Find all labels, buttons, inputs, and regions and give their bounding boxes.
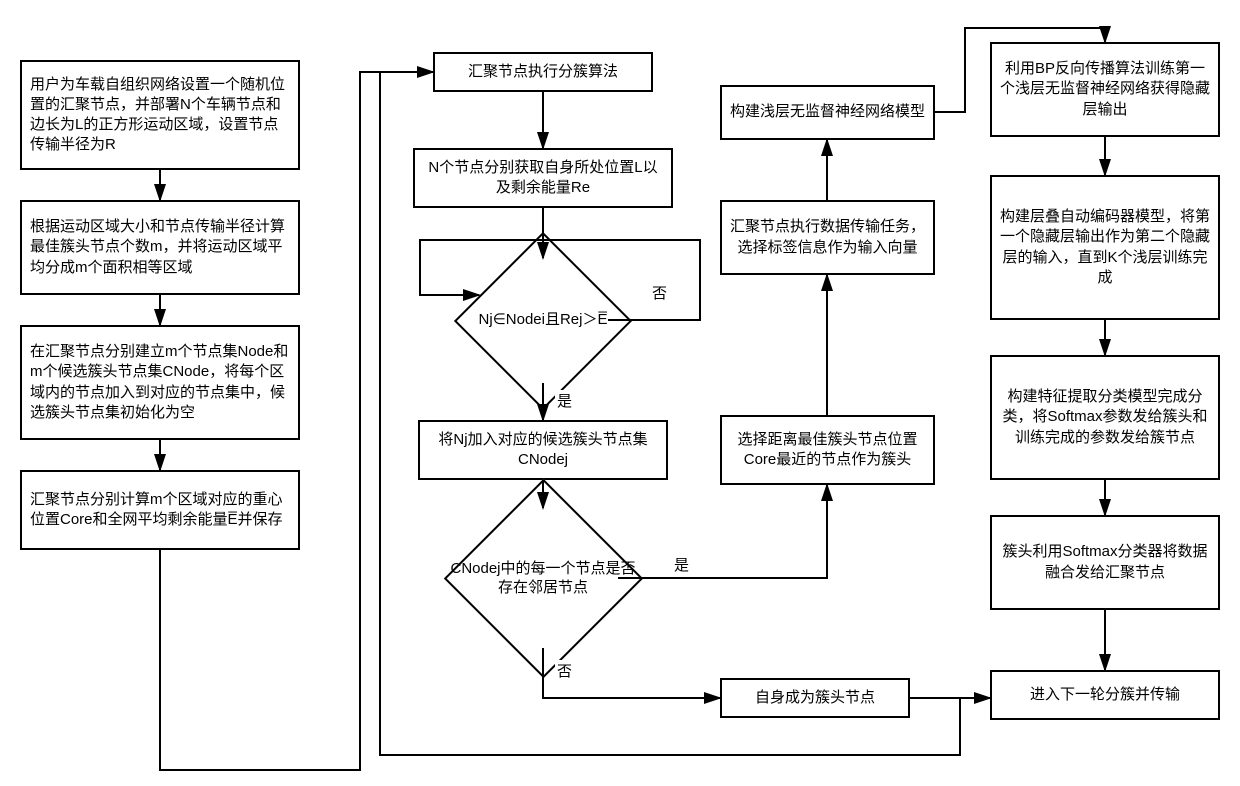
- node-text: 汇聚节点执行分簇算法: [468, 62, 618, 82]
- node-text: 用户为车载自组织网络设置一个随机位置的汇聚节点，并部署N个车辆节点和边长为L的正…: [30, 75, 290, 156]
- node-text: 进入下一轮分簇并传输: [1030, 685, 1180, 705]
- node-text: 将Nj加入对应的候选簇头节点集CNodej: [428, 430, 658, 471]
- node-b1: 汇聚节点执行分簇算法: [433, 52, 653, 92]
- node-text: 在汇聚节点分别建立m个节点集Node和m个候选簇头节点集CNode，将每个区域内…: [30, 342, 290, 423]
- node-text: 汇聚节点执行数据传输任务，选择标签信息作为输入向量: [730, 217, 925, 258]
- node-c5: 进入下一轮分簇并传输: [990, 670, 1220, 720]
- decision-d2: [444, 479, 643, 678]
- node-text: 利用BP反向传播算法训练第一个浅层无监督神经网络获得隐藏层输出: [1000, 59, 1210, 120]
- edge-label-yes1: 是: [555, 390, 574, 411]
- node-b6: 汇聚节点执行数据传输任务，选择标签信息作为输入向量: [720, 200, 935, 275]
- node-c3: 构建特征提取分类模型完成分类，将Softmax参数发给簇头和训练完成的参数发给簇…: [990, 355, 1220, 480]
- node-c1: 利用BP反向传播算法训练第一个浅层无监督神经网络获得隐藏层输出: [990, 42, 1220, 137]
- node-b2: N个节点分别获取自身所处位置L以及剩余能量Re: [413, 148, 673, 208]
- node-b3: 将Nj加入对应的候选簇头节点集CNodej: [418, 420, 668, 480]
- node-c4: 簇头利用Softmax分类器将数据融合发给汇聚节点: [990, 515, 1220, 610]
- node-b7: 构建浅层无监督神经网络模型: [720, 85, 935, 140]
- node-text: 构建特征提取分类模型完成分类，将Softmax参数发给簇头和训练完成的参数发给簇…: [1000, 387, 1210, 448]
- node-b5: 选择距离最佳簇头节点位置Core最近的节点作为簇头: [720, 415, 935, 485]
- edge-label-no2: 否: [555, 660, 574, 681]
- node-text: 簇头利用Softmax分类器将数据融合发给汇聚节点: [1000, 542, 1210, 583]
- node-text: 根据运动区域大小和节点传输半径计算最佳簇头节点个数m，并将运动区域平均分成m个面…: [30, 217, 290, 278]
- node-a3: 在汇聚节点分别建立m个节点集Node和m个候选簇头节点集CNode，将每个区域内…: [20, 325, 300, 440]
- node-b4: 自身成为簇头节点: [720, 678, 910, 718]
- node-text: 自身成为簇头节点: [755, 688, 875, 708]
- node-text: 汇聚节点分别计算m个区域对应的重心位置Core和全网平均剩余能量E̅并保存: [30, 490, 290, 531]
- edge-label-no1: 否: [650, 282, 669, 303]
- node-text: 构建浅层无监督神经网络模型: [730, 102, 925, 122]
- edge-label-yes2: 是: [672, 554, 691, 575]
- node-text: N个节点分别获取自身所处位置L以及剩余能量Re: [423, 158, 663, 199]
- node-a2: 根据运动区域大小和节点传输半径计算最佳簇头节点个数m，并将运动区域平均分成m个面…: [20, 200, 300, 295]
- node-c2: 构建层叠自动编码器模型，将第一个隐藏层输出作为第二个隐藏层的输入，直到K个浅层训…: [990, 175, 1220, 320]
- node-a4: 汇聚节点分别计算m个区域对应的重心位置Core和全网平均剩余能量E̅并保存: [20, 470, 300, 550]
- node-a1: 用户为车载自组织网络设置一个随机位置的汇聚节点，并部署N个车辆节点和边长为L的正…: [20, 60, 300, 170]
- decision-d1: [454, 232, 632, 410]
- node-text: 构建层叠自动编码器模型，将第一个隐藏层输出作为第二个隐藏层的输入，直到K个浅层训…: [1000, 207, 1210, 288]
- node-text: 选择距离最佳簇头节点位置Core最近的节点作为簇头: [730, 430, 925, 471]
